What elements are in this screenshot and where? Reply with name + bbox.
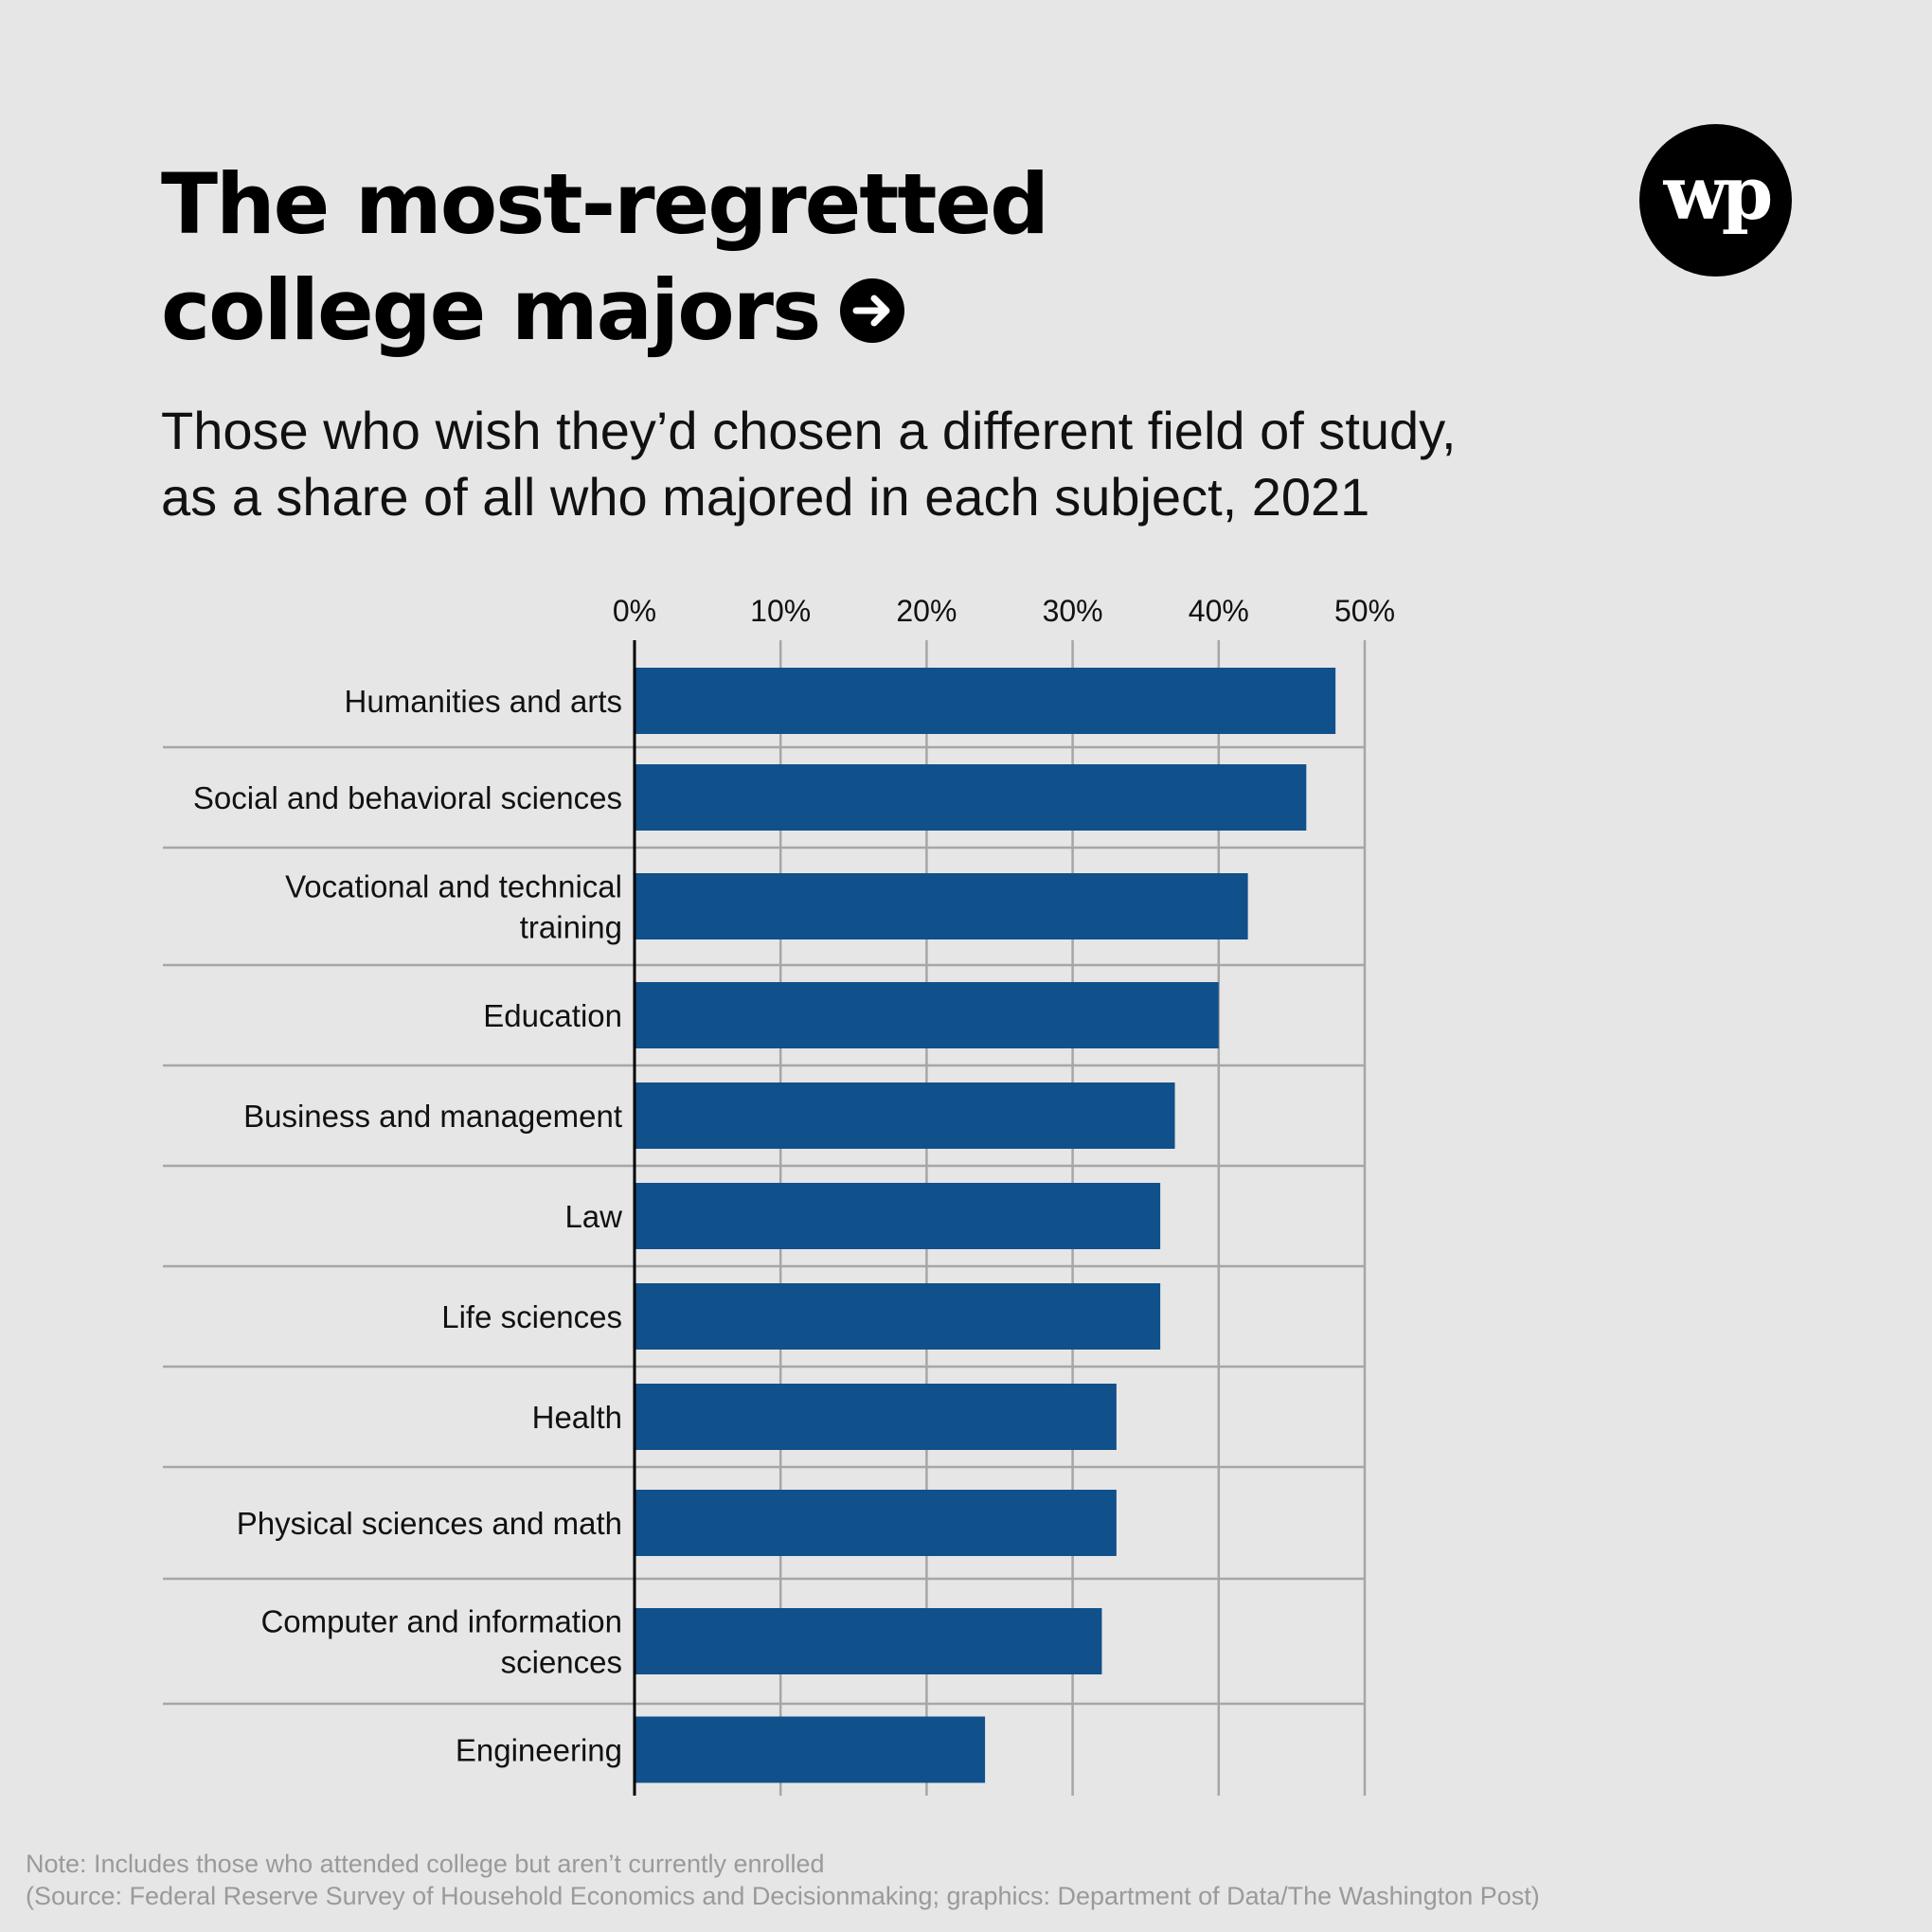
category-label-line: Education [483,998,622,1033]
category-label-line: Business and management [243,1099,622,1134]
category-label: Engineering [456,1733,622,1768]
tick-label: 0% [613,594,656,628]
bar [635,1082,1175,1149]
category-label-line: Humanities and arts [345,684,622,719]
category-label: Computer and information sciences [260,1604,622,1680]
bar [635,1608,1102,1674]
title-line-2: college majors [161,258,1297,364]
title-line-2-text: college majors [161,261,821,359]
category-label: Vocational and technical training [285,869,622,945]
subtitle-line-2: as a share of all who majored in each su… [161,467,1370,527]
category-label-line: Law [564,1199,622,1234]
washington-post-logo-icon[interactable]: wp [1639,124,1792,277]
category-label: Social and behavioral sciences [193,780,622,815]
logo-circle [1639,124,1792,277]
logo-text: wp [1663,151,1771,237]
tick-label: 40% [1189,594,1249,628]
bar [635,982,1219,1048]
category-label-line: Engineering [456,1733,622,1768]
arrow-right-circle-icon[interactable] [840,278,905,344]
tick-label: 20% [896,594,957,628]
footer: Note: Includes those who attended colleg… [26,1848,1540,1912]
category-label-line: Health [532,1400,622,1435]
footer-note: Note: Includes those who attended colleg… [26,1850,825,1878]
category-label-line: training [520,910,622,945]
bar [635,1716,986,1783]
category-label: Law [564,1199,622,1234]
category-label-line: Computer and information [260,1604,622,1639]
bar [635,873,1248,939]
bar [635,1283,1161,1350]
tick-label: 50% [1334,594,1395,628]
category-label: Life sciences [441,1299,622,1334]
category-label-line: Vocational and technical [285,869,622,904]
category-label-line: Social and behavioral sciences [193,780,622,815]
bar [635,668,1336,734]
bar [635,1384,1117,1450]
category-label-line: Physical sciences and math [237,1506,622,1541]
tick-label: 10% [750,594,811,628]
footer-source: (Source: Federal Reserve Survey of House… [26,1882,1540,1910]
bar [635,1490,1117,1556]
category-label: Physical sciences and math [237,1506,622,1541]
category-label: Health [532,1400,622,1435]
category-label: Education [483,998,622,1033]
subtitle-line-1: Those who wish they’d chosen a different… [161,401,1457,460]
bar [635,764,1307,831]
title-line-1: The most-regretted [161,155,1049,253]
category-label-line: Life sciences [441,1299,622,1334]
category-label: Business and management [243,1099,622,1134]
chart-subtitle: Those who wish they’d chosen a different… [161,398,1582,530]
chart-title: The most-regretted college majors [161,152,1297,364]
category-label: Humanities and arts [345,684,622,719]
category-label-line: sciences [501,1645,622,1680]
tick-label: 30% [1043,594,1103,628]
bar [635,1183,1161,1249]
